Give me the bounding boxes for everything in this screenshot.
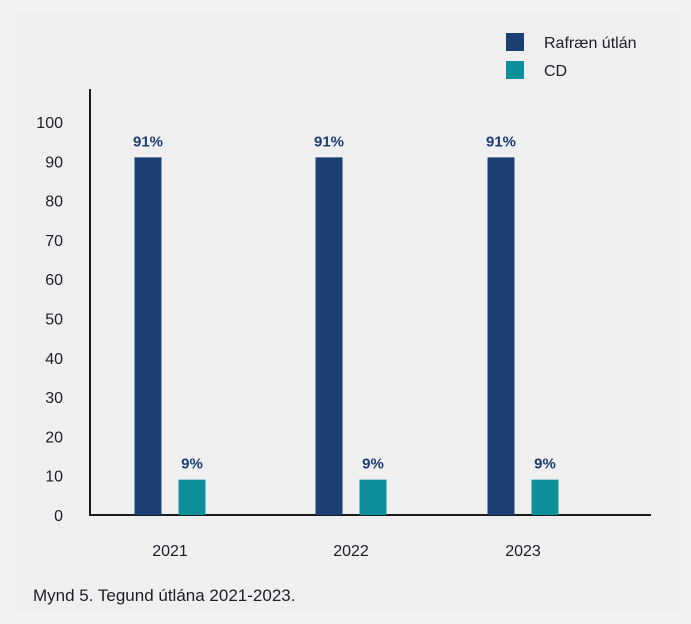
x-tick-label: 2023 bbox=[505, 543, 541, 560]
y-tick-label: 80 bbox=[45, 194, 63, 211]
x-tick-label: 2022 bbox=[333, 543, 369, 560]
bar bbox=[134, 157, 162, 515]
bar bbox=[531, 479, 559, 515]
bar-chart: 0 10 20 30 40 50 60 70 80 90 100 91% 9% 2021 91% 9% 2022… bbox=[36, 33, 651, 560]
y-tick-label: 70 bbox=[45, 233, 63, 250]
y-tick-label: 20 bbox=[45, 429, 63, 446]
y-tick-label: 90 bbox=[45, 154, 63, 171]
y-tick-label: 50 bbox=[45, 312, 63, 329]
figure-caption: Mynd 5. Tegund útlána 2021-2023. bbox=[33, 586, 296, 605]
y-tick-label: 30 bbox=[45, 390, 63, 407]
legend-label: Rafræn útlán bbox=[544, 35, 637, 52]
data-label: 9% bbox=[534, 456, 556, 473]
data-label: 91% bbox=[486, 133, 516, 150]
legend-swatch bbox=[506, 33, 524, 51]
y-tick-label: 10 bbox=[45, 469, 63, 486]
data-label: 9% bbox=[362, 456, 384, 473]
y-tick-label: 60 bbox=[45, 272, 63, 289]
y-tick-label: 0 bbox=[54, 508, 63, 525]
legend-swatch bbox=[506, 61, 524, 79]
chart-panel: 0 10 20 30 40 50 60 70 80 90 100 91% 9% 2021 91% 9% 2022… bbox=[16, 14, 681, 610]
y-tick-label: 40 bbox=[45, 351, 63, 368]
bar bbox=[178, 479, 206, 515]
data-label: 9% bbox=[181, 456, 203, 473]
data-label: 91% bbox=[314, 133, 344, 150]
bar bbox=[487, 157, 515, 515]
bar bbox=[359, 479, 387, 515]
bar bbox=[315, 157, 343, 515]
legend-label: CD bbox=[544, 63, 567, 80]
y-tick-label: 100 bbox=[36, 115, 63, 132]
data-label: 91% bbox=[133, 133, 163, 150]
x-tick-label: 2021 bbox=[152, 543, 188, 560]
